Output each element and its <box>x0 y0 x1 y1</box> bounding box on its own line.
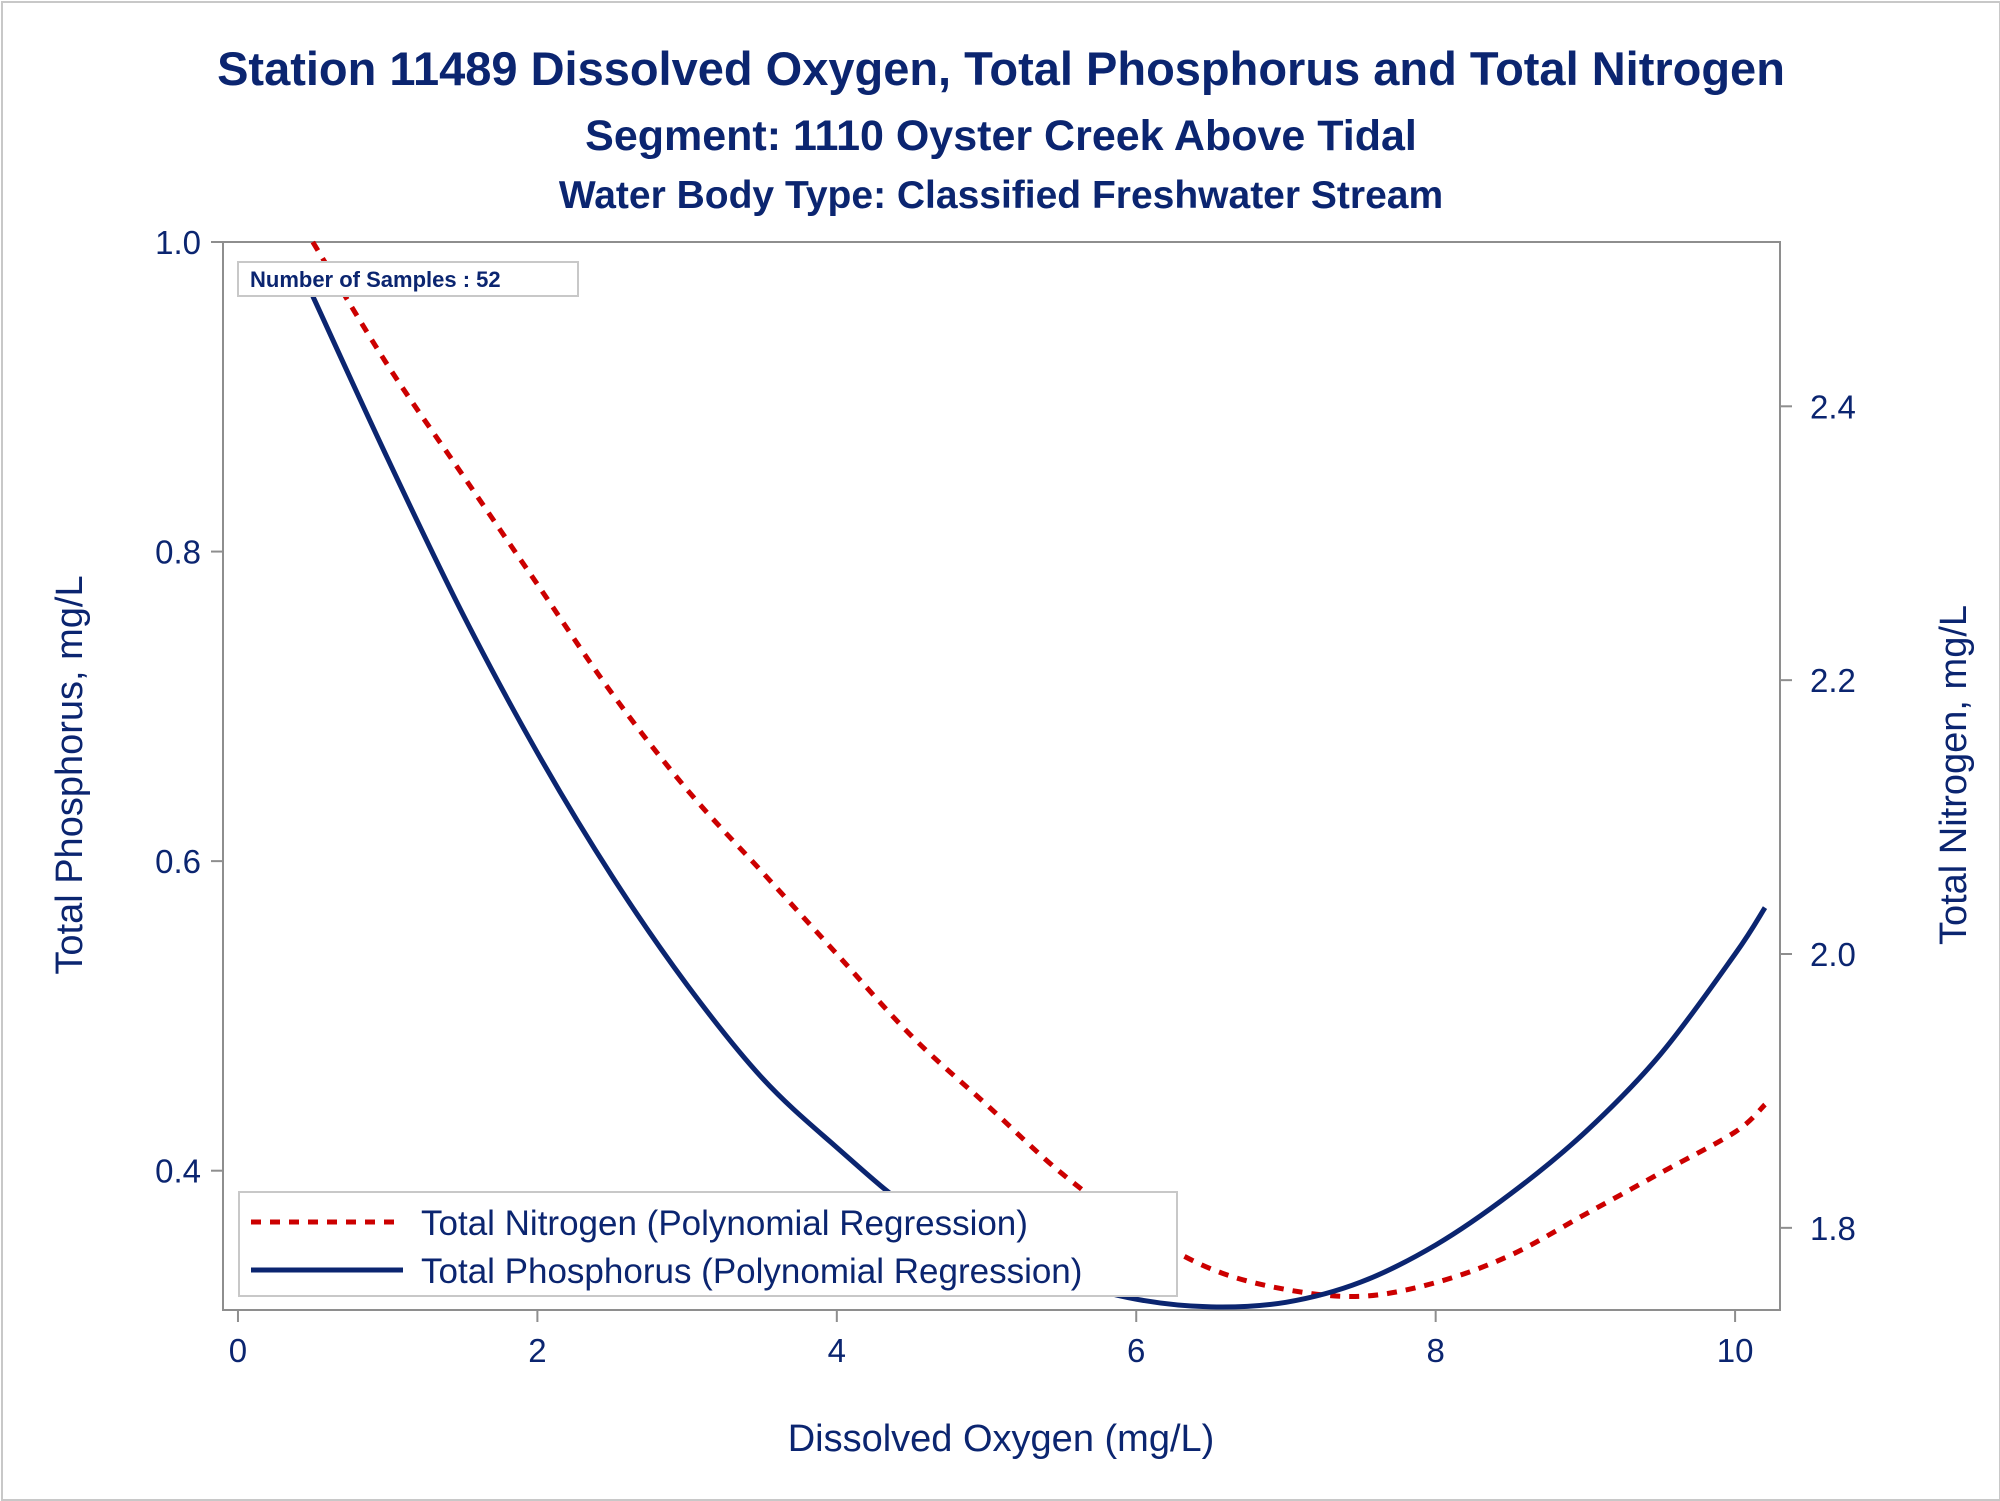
legend: Total Nitrogen (Polynomial Regression) T… <box>238 1191 1178 1297</box>
y-tick-label: 1.0 <box>155 224 201 261</box>
sample-count-text: Number of Samples : 52 <box>250 267 501 292</box>
legend-label-nitrogen: Total Nitrogen (Polynomial Regression) <box>421 1204 1028 1243</box>
legend-label-phosphorus: Total Phosphorus (Polynomial Regression) <box>421 1252 1082 1291</box>
x-tick-label: 10 <box>1717 1332 1754 1369</box>
y2-tick-label: 2.0 <box>1810 936 1856 973</box>
chart-svg: Station 11489 Dissolved Oxygen, Total Ph… <box>49 42 1975 1460</box>
legend-box <box>238 1191 1178 1297</box>
y2-axis-label: Total Nitrogen, mg/L <box>1933 605 1975 945</box>
y2-tick-label: 1.8 <box>1810 1210 1856 1247</box>
plot-area <box>222 241 1781 1311</box>
y2-tick-label: 2.4 <box>1810 388 1856 425</box>
y-axis-right: 1.8 2.0 2.2 2.4 <box>1780 388 1856 1247</box>
x-tick-label: 0 <box>229 1332 247 1369</box>
x-tick-label: 2 <box>528 1332 546 1369</box>
series-line-nitrogen <box>310 240 1767 1300</box>
y-tick-label: 0.8 <box>155 534 201 571</box>
y2-tick-label: 2.2 <box>1810 662 1856 699</box>
x-axis: 0 2 4 6 8 10 <box>229 1310 1754 1369</box>
x-tick-label: 4 <box>828 1332 846 1369</box>
y-axis-label: Total Phosphorus, mg/L <box>49 575 91 974</box>
y-axis-left: 0.4 0.6 0.8 1.0 <box>155 224 223 1190</box>
chart-subtitle: Segment: 1110 Oyster Creek Above Tidal <box>585 112 1417 160</box>
sample-count-box <box>237 261 579 297</box>
y-tick-label: 0.6 <box>155 843 201 880</box>
chart-subtitle-2: Water Body Type: Classified Freshwater S… <box>559 174 1443 217</box>
chart-title: Station 11489 Dissolved Oxygen, Total Ph… <box>217 42 1785 95</box>
x-tick-label: 8 <box>1426 1332 1444 1369</box>
y-tick-label: 0.4 <box>155 1153 201 1190</box>
x-axis-label: Dissolved Oxygen (mg/L) <box>788 1418 1215 1460</box>
x-tick-label: 6 <box>1127 1332 1145 1369</box>
